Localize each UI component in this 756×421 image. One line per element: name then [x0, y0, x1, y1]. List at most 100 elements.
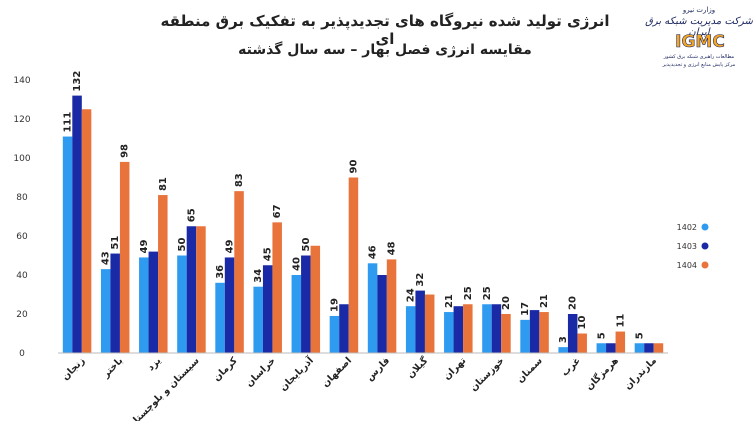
x-tick-label: یزد — [146, 355, 164, 373]
logo-acronym: IGMC — [675, 32, 725, 50]
bar-1402 — [596, 343, 607, 353]
x-tick-label: خوزستان — [468, 355, 506, 393]
y-tick-label: 0 — [19, 349, 25, 359]
bar-1402 — [634, 343, 645, 353]
data-label: 11 — [615, 314, 626, 328]
x-tick-label: باختر — [100, 355, 125, 380]
data-label: 25 — [482, 286, 493, 300]
data-label: 10 — [577, 316, 588, 330]
bar-1404 — [539, 312, 549, 353]
y-tick-label: 60 — [16, 232, 28, 242]
bar-1403 — [453, 306, 464, 353]
y-axis: 0 20 40 60 80 100 120 140 — [13, 76, 30, 359]
bar-1402 — [291, 275, 302, 353]
bar-1404 — [158, 195, 168, 353]
x-tick-label: سیستان و بلوچستان — [126, 355, 202, 421]
bar-1404 — [653, 343, 664, 353]
bar-1403 — [301, 255, 311, 353]
bar-1404 — [234, 191, 244, 353]
x-tick-label: مازندران — [622, 355, 659, 392]
bar-1404 — [81, 109, 92, 353]
chart-subtitle: مقایسه انرژی فصل بهار – سه سال گذشته — [238, 42, 532, 58]
data-label: 5 — [634, 332, 645, 339]
bar-1403 — [415, 290, 425, 353]
bar-1403 — [377, 275, 387, 353]
bar-1404 — [463, 304, 473, 353]
x-tick-label: سمنان — [515, 355, 545, 385]
y-tick-label: 80 — [16, 193, 28, 203]
bar-1404 — [424, 294, 435, 353]
bar-1403 — [606, 343, 616, 353]
bar-1403 — [567, 314, 578, 353]
bar-1404 — [272, 222, 282, 353]
bar-1402 — [215, 282, 225, 353]
data-label: 83 — [234, 173, 245, 187]
bar-1404 — [310, 245, 321, 353]
data-label: 50 — [301, 238, 312, 252]
y-tick-label: 140 — [13, 76, 30, 86]
bar-1403 — [72, 95, 82, 353]
data-label: 25 — [463, 286, 474, 300]
igmc-logo: وزارت نیرو شرکت مدیریت شبکه برق ایران IG… — [645, 4, 753, 72]
logo-tagline-1: مطالعات راهبری شبکه برق کشور — [663, 54, 735, 60]
data-label: 51 — [110, 236, 121, 250]
x-tick-label: آذربایجان — [276, 353, 316, 393]
bar-1402 — [62, 136, 73, 353]
logo-ministry-text: وزارت نیرو — [682, 6, 716, 14]
data-label: 17 — [520, 302, 531, 316]
x-tick-label: گیلان — [404, 354, 430, 380]
legend-swatch — [701, 261, 709, 269]
data-label: 5 — [596, 332, 607, 339]
legend: 1402 1403 1404 — [677, 223, 709, 270]
bar-1402 — [558, 347, 568, 353]
bar-1403 — [491, 304, 502, 353]
bar-1402 — [253, 286, 263, 353]
data-label: 67 — [272, 204, 283, 218]
legend-swatch — [701, 223, 709, 231]
bar-1402 — [482, 304, 492, 353]
data-label: 65 — [186, 208, 197, 222]
y-tick-label: 100 — [13, 154, 30, 164]
legend-swatch — [701, 242, 709, 250]
data-label: 3 — [558, 336, 569, 343]
data-label: 40 — [291, 257, 302, 271]
bar-1404 — [119, 161, 130, 353]
data-label: 111 — [63, 112, 74, 133]
data-label: 24 — [406, 288, 417, 302]
data-label: 48 — [387, 241, 398, 255]
bar-1404 — [577, 333, 587, 353]
data-label: 34 — [253, 269, 264, 283]
data-label: 43 — [101, 251, 112, 265]
data-label: 46 — [368, 245, 379, 259]
bar-1402 — [139, 257, 149, 353]
bar-1403 — [186, 226, 197, 353]
bar-1404 — [348, 177, 359, 353]
bar-1403 — [148, 251, 159, 353]
bar-1403 — [110, 253, 120, 353]
data-label: 20 — [501, 296, 512, 310]
data-label: 21 — [539, 294, 550, 308]
y-tick-label: 20 — [16, 310, 28, 320]
legend-label: 1403 — [677, 242, 697, 251]
x-tick-label: زنجان — [60, 355, 87, 382]
legend-label: 1404 — [677, 261, 697, 270]
bar-1403 — [262, 265, 273, 353]
data-label: 90 — [348, 160, 359, 174]
x-tick-label: کرمان — [211, 355, 240, 384]
data-label: 21 — [444, 294, 455, 308]
data-label: 49 — [225, 239, 236, 253]
bar-1404 — [615, 331, 626, 353]
y-tick-label: 40 — [16, 271, 28, 281]
data-label: 50 — [177, 238, 188, 252]
x-tick-label: هرمزگان — [583, 354, 621, 392]
data-label: 49 — [139, 239, 150, 253]
bar-1404 — [386, 259, 397, 353]
x-tick-label: فارس — [364, 355, 392, 383]
bar-1402 — [444, 312, 454, 353]
bar-1402 — [405, 306, 416, 353]
bar-1402 — [520, 319, 530, 353]
x-tick-label: خراسان — [244, 355, 278, 389]
legend-label: 1402 — [677, 223, 697, 232]
